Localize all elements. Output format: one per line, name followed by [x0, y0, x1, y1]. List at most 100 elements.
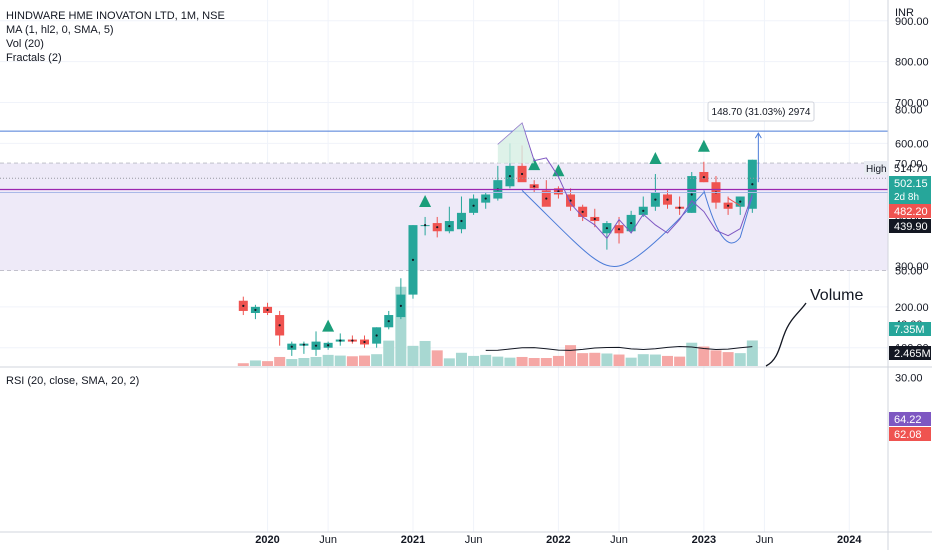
ma-dot	[314, 344, 318, 347]
ma-dot	[375, 334, 378, 337]
ma-dot	[411, 258, 415, 261]
volume-bar	[552, 355, 564, 366]
price-tick-label: 700.00	[895, 98, 929, 110]
symbol-title[interactable]: HINDWARE HME INOVATON LTD, 1M, NSE	[6, 10, 225, 22]
ma-dot	[399, 304, 402, 307]
volume-bar	[625, 357, 637, 366]
candles	[238, 143, 757, 356]
rsi-sma-tag: 62.08	[894, 429, 922, 441]
ma-dot	[448, 225, 451, 228]
rsi-indicator-label[interactable]: RSI (20, close, SMA, 20, 2)	[6, 375, 140, 387]
ma-dot	[508, 174, 512, 178]
volume-bar	[492, 356, 504, 366]
ma-dot	[751, 183, 754, 186]
rsi-tick-label: 70.00	[895, 158, 923, 170]
volume-bar	[516, 356, 528, 366]
ma-dot	[581, 210, 584, 213]
ma-dot	[593, 217, 596, 221]
price-tick-label: 900.00	[895, 16, 929, 28]
volume-bar	[262, 361, 274, 366]
volume-bar	[662, 355, 673, 366]
rsi-value-tag-bg	[889, 412, 931, 426]
ma-indicator-label[interactable]: MA (1, hl2, 0, SMA, 5)	[6, 24, 114, 36]
rsi-line	[497, 122, 753, 240]
annotation-arrow	[765, 302, 807, 367]
cup-curve	[521, 190, 705, 267]
volume-bar	[686, 342, 698, 366]
time-tick-label: Jun	[319, 534, 337, 546]
measure-box	[707, 101, 815, 122]
handle-curve	[703, 190, 753, 244]
volume-bar	[371, 354, 383, 366]
rsi-sma-line	[727, 197, 741, 207]
ma-dot	[387, 320, 390, 323]
ma-dot	[533, 185, 536, 188]
ma-alt-tag-bg	[889, 219, 931, 233]
volume-bar	[698, 346, 710, 366]
volume-bar	[407, 345, 419, 366]
ma-dot	[654, 198, 657, 201]
high-tag-label: High	[866, 164, 887, 175]
fractal-up-marker	[649, 152, 662, 165]
ma-dot	[351, 339, 354, 342]
ma-dot	[484, 197, 487, 200]
time-tick-label: Jun	[465, 534, 483, 546]
price-tags: High 514.70 502.15 2d 8h 482.20 439.90 7.35M 2.…	[864, 161, 931, 441]
ma-dot	[557, 190, 560, 193]
volume-bar	[334, 355, 346, 366]
ma-value-tag-bg	[889, 204, 931, 218]
time-tick-label: Jun	[756, 534, 774, 546]
volume-bar	[746, 340, 758, 366]
measure-arrow-head	[754, 132, 762, 139]
volume-value-tag-bg	[889, 322, 931, 336]
measure-label: 148.70 (31.03%) 2974	[712, 107, 811, 118]
ma-dot	[617, 228, 621, 231]
rsi-tick-label: 80.00	[895, 105, 923, 117]
ma-dot	[739, 200, 742, 203]
volume-bar	[565, 345, 577, 366]
ma-dot	[727, 204, 730, 207]
rsi-legend[interactable]: RSI (20, close, SMA, 20, 2)	[6, 374, 139, 388]
ma-dot	[363, 340, 366, 344]
fractals-indicator-label[interactable]: Fractals (2)	[6, 52, 62, 64]
volume-bar	[310, 356, 322, 366]
high-value-label: 514.70	[894, 163, 928, 175]
ma-dot	[266, 308, 269, 312]
ma-dot	[290, 345, 293, 348]
volume-bar	[249, 360, 261, 366]
rsi-value-tag: 64.22	[894, 414, 922, 426]
price-tick-label: 800.00	[895, 57, 929, 69]
rsi-overbought-fill	[497, 123, 535, 164]
volume-annotation: Volume	[810, 287, 863, 304]
ma-dot	[327, 344, 330, 347]
volume-avg-tag: 2.465M	[894, 348, 931, 360]
ma-dot	[678, 206, 681, 209]
volume-indicator-label[interactable]: Vol (20)	[6, 38, 44, 50]
fractal-up-marker	[322, 319, 335, 332]
ma-dot	[278, 324, 281, 327]
volume-bar	[722, 352, 734, 366]
time-tick-label: 2022	[546, 534, 570, 546]
fractal-up-marker	[552, 164, 565, 177]
rsi-tick-label: 30.00	[895, 373, 923, 385]
time-tick-label: 2021	[401, 534, 425, 546]
volume-bar	[286, 359, 298, 366]
price-tick-label: 600.00	[895, 138, 929, 150]
volume-bar	[601, 353, 613, 366]
price-tick-label: 200.00	[895, 302, 929, 314]
ma-dot	[436, 226, 439, 229]
countdown-tag: 2d 8h	[894, 192, 919, 203]
volume-bar	[577, 353, 589, 366]
volume-bar	[710, 350, 722, 366]
volume-bar	[504, 357, 516, 366]
ma-dot	[302, 343, 305, 346]
volume-bar	[613, 354, 625, 366]
volume-bar	[237, 363, 249, 366]
fractal-up-marker	[419, 194, 432, 207]
volume-bar	[443, 358, 455, 366]
volume-value-tag: 7.35M	[894, 324, 925, 336]
time-tick-label: Jun	[610, 534, 628, 546]
volume-bar	[637, 354, 649, 366]
